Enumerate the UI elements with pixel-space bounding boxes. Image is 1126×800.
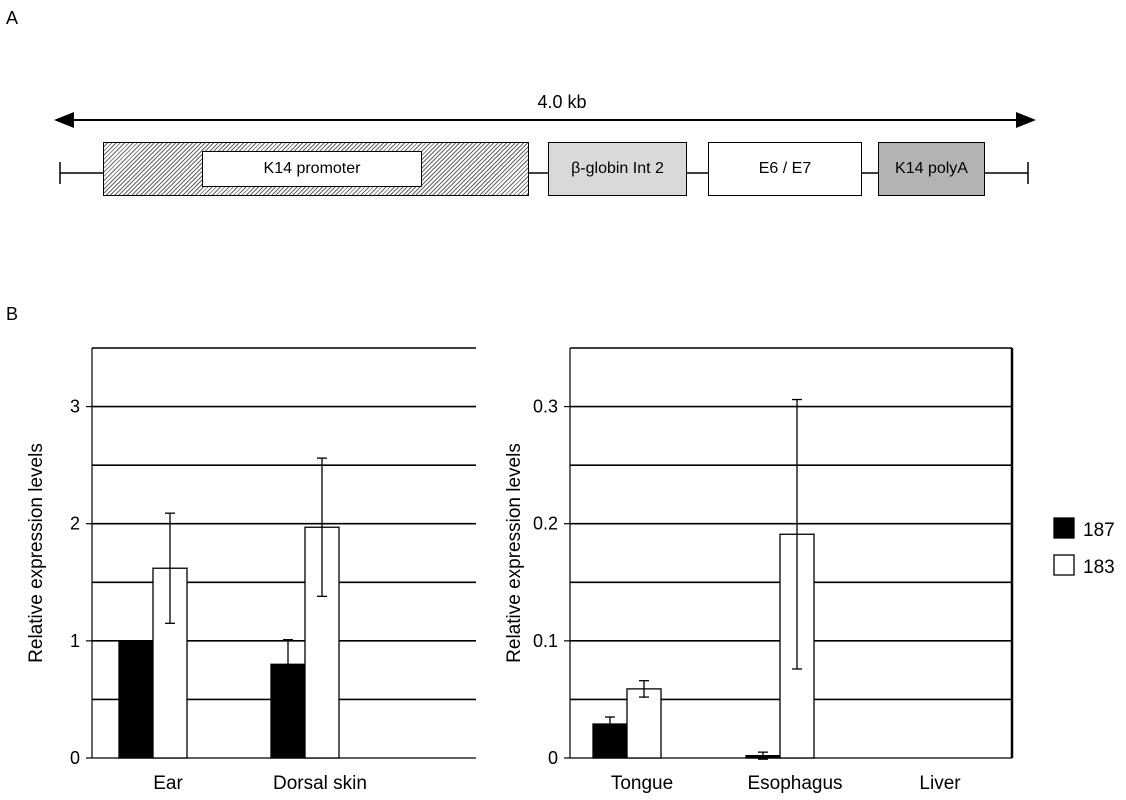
- k14-polya-box: K14 polyA: [878, 142, 985, 196]
- y-tick-label: 0.2: [533, 514, 558, 534]
- y-tick-label: 2: [70, 514, 80, 534]
- k14-promoter-label: K14 promoter: [263, 160, 361, 177]
- y-tick-label: 1: [70, 631, 80, 651]
- e6-e7-box: E6 / E7: [708, 142, 862, 196]
- x-category-label: Ear: [153, 773, 183, 794]
- bar-187: [118, 640, 154, 759]
- legend-swatch-183: [1053, 554, 1075, 576]
- x-category-label: Liver: [919, 773, 961, 794]
- legend-label: 187: [1083, 520, 1115, 541]
- e6-e7-label: E6 / E7: [758, 160, 812, 177]
- k14-promoter-box: K14 promoter: [202, 151, 422, 187]
- x-category-label: Dorsal skin: [273, 773, 367, 794]
- x-category-label: Tongue: [611, 773, 673, 794]
- y-tick-label: 0: [548, 748, 558, 768]
- y-tick-label: 3: [70, 397, 80, 417]
- y-tick-label: 0.3: [533, 397, 558, 417]
- y-tick-label: 0.1: [533, 631, 558, 651]
- beta-globin-intron-label: β-globin Int 2: [571, 160, 664, 177]
- legend-swatch-187: [1053, 517, 1075, 539]
- panel-label-b: B: [6, 304, 19, 324]
- legend-label: 183: [1083, 557, 1115, 578]
- length-label: 4.0 kb: [537, 92, 586, 112]
- k14-polya-label: K14 polyA: [895, 160, 968, 177]
- y-tick-label: 0: [70, 748, 80, 768]
- bar-183: [626, 688, 662, 759]
- y-axis-label: Relative expression levels: [26, 443, 47, 663]
- panel-label-a: A: [6, 8, 19, 28]
- beta-globin-intron-box: β-globin Int 2: [548, 142, 687, 196]
- y-axis-label: Relative expression levels: [504, 443, 525, 663]
- x-category-label: Esophagus: [747, 773, 842, 794]
